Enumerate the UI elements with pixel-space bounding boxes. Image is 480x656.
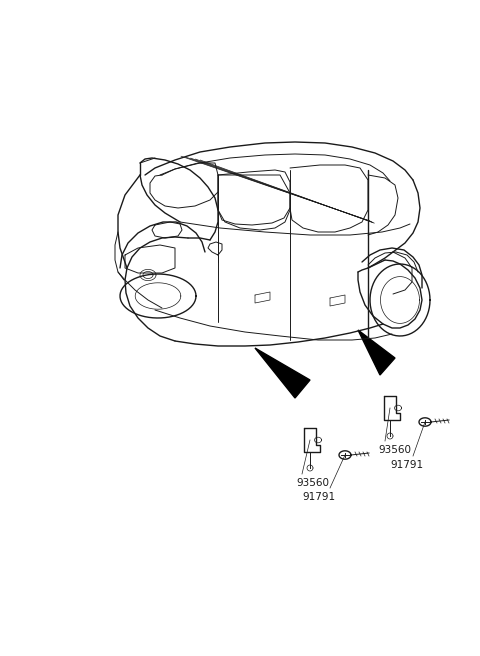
Text: 91791: 91791 — [302, 492, 335, 502]
Text: 93560: 93560 — [296, 478, 329, 488]
Polygon shape — [358, 330, 395, 375]
Text: 93560: 93560 — [378, 445, 411, 455]
Polygon shape — [255, 348, 310, 398]
Text: 91791: 91791 — [390, 460, 423, 470]
